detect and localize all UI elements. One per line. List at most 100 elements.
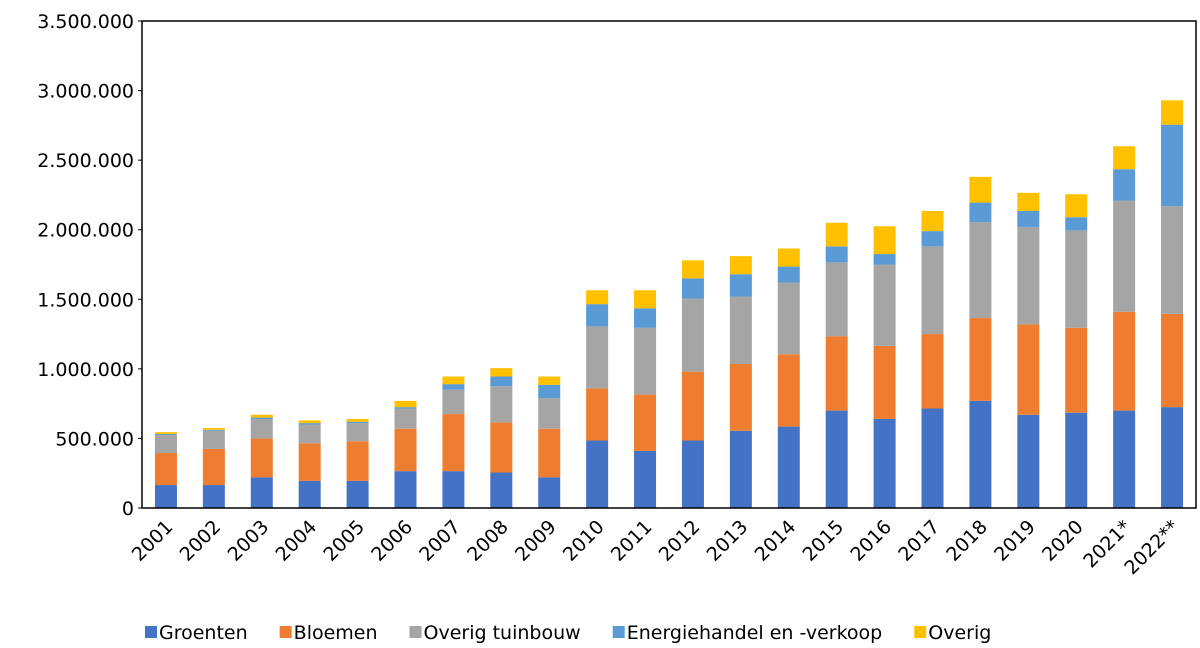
bar-segment [1065,194,1088,218]
bar-segment [729,274,752,297]
x-tick-label: 2007 [415,516,465,566]
bar-segment [442,389,465,415]
bar-segment [681,298,704,372]
x-tick-label: 2005 [319,516,369,566]
bar-segment [825,246,848,263]
bar-segment [1017,192,1040,211]
bar-segment [873,264,896,346]
bar-segment [777,354,800,427]
bar-segment [394,408,417,429]
bar-segment [298,480,321,508]
bar-segment [250,414,273,418]
bar-segment [969,176,992,203]
x-tick-label: 2003 [224,516,274,566]
bar-segment [1161,206,1184,314]
x-tick-label: 2018 [942,516,992,566]
bar-segment [825,222,848,247]
bar-segment [729,256,752,275]
y-tick-label: 2.500.000 [37,150,134,172]
bar-segment [634,308,657,328]
x-tick-label: 2009 [511,516,561,566]
y-tick-label: 1.000.000 [37,359,134,381]
bar-segment [777,426,800,508]
x-tick-label: 2017 [894,516,944,566]
x-tick-label: 2015 [798,516,848,566]
x-tick-label: 2013 [703,516,753,566]
bar-segment [154,433,177,435]
bar-segment [586,290,609,305]
bar-segment [969,202,992,223]
bar-segment [538,384,561,399]
bar-segment [250,418,273,439]
legend-swatch [279,626,292,638]
bar-segment [490,472,513,508]
bar-segment [154,485,177,508]
bar-segment [586,440,609,508]
legend-swatch [612,626,625,638]
bar-segment [873,254,896,265]
bar-segment [1017,226,1040,325]
bar-segment [586,304,609,327]
bar-segment [1113,200,1136,312]
bar-segment [202,427,225,430]
bar-segment [490,368,513,377]
bar-segment [1017,414,1040,508]
bar-segment [202,430,225,449]
bar-segment [1113,169,1136,201]
x-tick-label: 2016 [846,516,896,566]
bar-segment [490,422,513,473]
x-tick-label: 2022** [1120,516,1183,579]
bar-segment [634,327,657,395]
bar-segment [921,210,944,232]
bar-segment [442,376,465,385]
bar-segment [825,262,848,337]
y-tick-label: 3.000.000 [37,81,134,103]
bar-segment [538,376,561,385]
bar-segment [538,428,561,478]
bar-segment [1113,410,1136,508]
bar-segment [442,471,465,508]
bar-segment [921,408,944,508]
x-tick-label: 2004 [271,516,321,566]
bar-segment [969,222,992,319]
bar-segment [1161,407,1184,508]
bar-segment [873,345,896,419]
legend-swatch [145,626,157,638]
bar-segment [346,441,369,481]
legend-swatch [409,626,422,638]
bar-segment [681,260,704,279]
bar-segment [634,290,657,309]
bar-segment [490,376,513,387]
bar-segment [1113,146,1136,170]
x-tick-label: 2014 [751,516,801,566]
bar-segment [921,246,944,335]
bar-segment [1113,311,1136,411]
legend-label: Energiehandel en -verkoop [627,622,883,644]
bar-segment [346,418,369,422]
bar-segment [298,423,321,425]
bar-segment [154,453,177,486]
x-tick-label: 2001 [128,516,178,566]
legend-swatch [914,626,927,638]
bar-segment [1065,230,1088,328]
x-tick-label: 2019 [990,516,1040,566]
bar-segment [250,438,273,478]
bar-segment [1017,324,1040,415]
bar-segment [394,428,417,472]
bar-segment [298,424,321,444]
bar-segment [154,434,177,454]
bar-segment [586,326,609,389]
bar-segment [1161,313,1184,408]
bar-segment [873,418,896,508]
bar-segment [394,407,417,409]
bar-segment [777,266,800,283]
bar-segment [1161,100,1184,125]
bar-segment [202,485,225,508]
bar-segment [298,443,321,481]
bar-segment [202,429,225,431]
bar-segment [729,363,752,431]
y-tick-label: 500.000 [55,428,134,450]
bar-segment [250,417,273,419]
x-tick-label: 2006 [367,516,417,566]
